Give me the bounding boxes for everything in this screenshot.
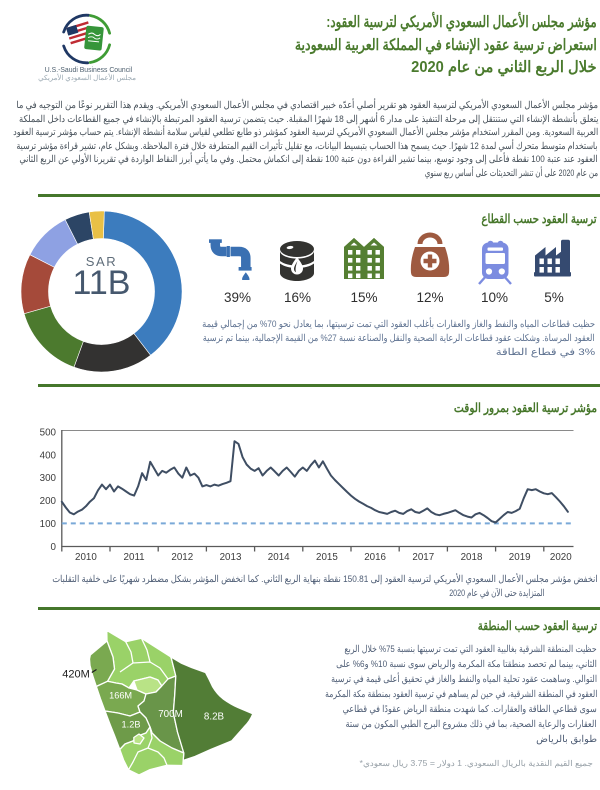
- svg-text:2013: 2013: [220, 552, 242, 563]
- svg-text:2016: 2016: [364, 552, 386, 563]
- svg-text:2014: 2014: [268, 552, 290, 563]
- svg-text:2019: 2019: [509, 552, 531, 563]
- svg-text:200: 200: [40, 496, 57, 507]
- svg-text:2010: 2010: [75, 552, 97, 563]
- svg-text:8.2B: 8.2B: [204, 711, 225, 722]
- svg-text:100: 100: [40, 519, 57, 530]
- svg-text:1.2B: 1.2B: [122, 719, 141, 729]
- svg-text:166M: 166M: [109, 691, 132, 701]
- svg-text:2015: 2015: [316, 552, 338, 563]
- svg-text:420M: 420M: [62, 668, 90, 680]
- svg-text:2020: 2020: [550, 552, 572, 563]
- svg-text:700M: 700M: [158, 709, 183, 720]
- svg-text:2018: 2018: [461, 552, 483, 563]
- svg-text:2017: 2017: [412, 552, 434, 563]
- svg-text:300: 300: [40, 473, 57, 484]
- svg-text:0: 0: [51, 542, 57, 553]
- svg-text:2011: 2011: [124, 552, 145, 563]
- svg-text:2012: 2012: [171, 552, 193, 563]
- svg-text:500: 500: [40, 428, 57, 439]
- svg-text:400: 400: [40, 450, 57, 461]
